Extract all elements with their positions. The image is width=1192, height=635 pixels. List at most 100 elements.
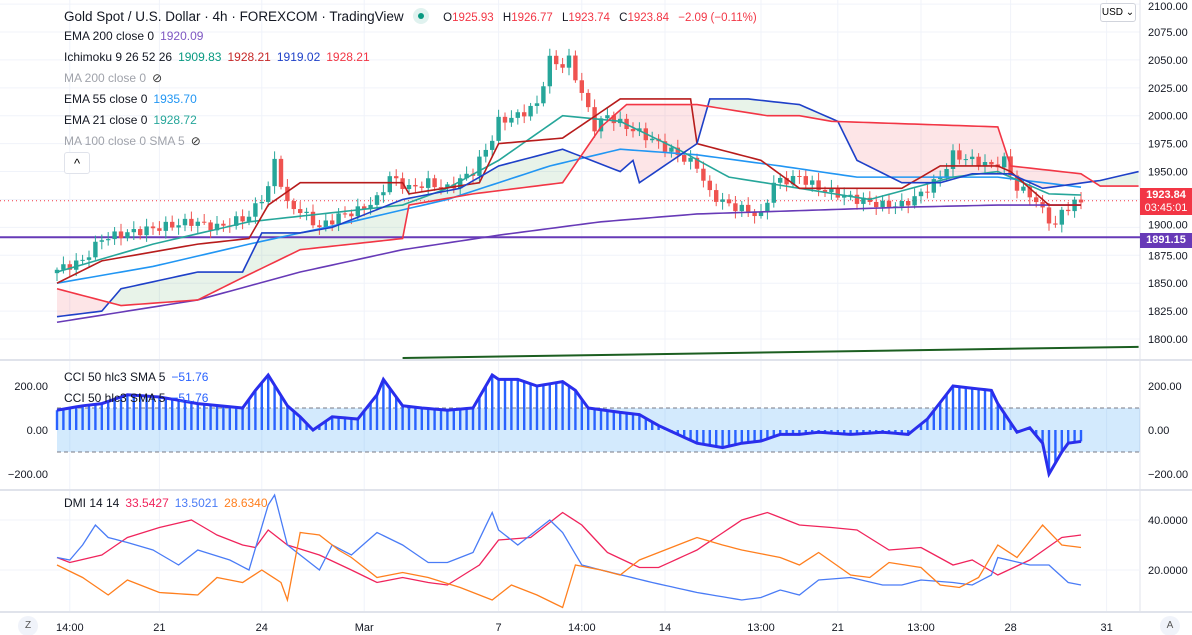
candle-body	[701, 168, 706, 181]
price-tick-label: 1825.00	[1148, 306, 1188, 318]
candle-body	[790, 175, 796, 185]
legend-ma100[interactable]: MA 100 close 0 SMA 5 ⊘	[64, 134, 201, 148]
candle-body	[854, 194, 860, 204]
ichimoku-cloud-segment	[1068, 172, 1075, 185]
candle	[579, 72, 584, 101]
candle	[906, 198, 911, 214]
legend-cci-2[interactable]: CCI 50 hlc3 SMA 5 −51.76	[64, 391, 209, 405]
candle-body	[874, 201, 879, 208]
price-tick-label: 1850.00	[1148, 278, 1188, 290]
candle-body	[925, 191, 930, 193]
ichimoku-cloud-segment	[780, 102, 787, 116]
candle-body	[566, 55, 572, 68]
candle	[541, 81, 546, 107]
currency-selector[interactable]: USD ⌄	[1100, 3, 1136, 22]
candle-body	[445, 184, 450, 188]
legend-ema200[interactable]: EMA 200 close 0 1920.09	[64, 29, 204, 43]
candle-body	[944, 168, 949, 178]
candle	[253, 197, 258, 224]
ichimoku-cloud-segment	[127, 285, 134, 306]
ichimoku-cloud-segment	[1113, 176, 1120, 187]
candle-body	[650, 138, 655, 141]
legend-dmi[interactable]: DMI 14 14 33.5427 13.5021 28.6340	[64, 496, 268, 510]
ichimoku-cloud-segment	[933, 124, 941, 183]
candle	[586, 89, 591, 112]
ichimoku-cloud-segment	[345, 219, 352, 245]
candle-body	[483, 149, 488, 157]
candle-body	[861, 197, 866, 204]
timezone-button[interactable]: Z	[18, 616, 38, 635]
eye-off-icon[interactable]: ⊘	[190, 134, 201, 148]
candle-body	[1059, 209, 1064, 225]
candle-body	[118, 231, 124, 239]
market-status-dot	[413, 8, 430, 24]
ichimoku-cloud-segment	[895, 123, 902, 183]
collapse-legend-button[interactable]: ^	[64, 152, 90, 174]
candle	[835, 185, 840, 201]
candle-body	[899, 200, 904, 207]
candle-body	[848, 194, 853, 196]
candle-body	[93, 241, 98, 258]
candle-body	[202, 221, 207, 223]
legend-ema21[interactable]: EMA 21 close 0 1928.72	[64, 113, 197, 127]
ichimoku-cloud-segment	[722, 98, 729, 110]
candle	[266, 181, 271, 207]
candle-body	[234, 216, 239, 226]
candle-body	[1046, 207, 1052, 224]
time-tick-label: 14:00	[568, 622, 596, 634]
dmi-line-2	[56, 524, 1082, 609]
candle-body	[957, 150, 962, 160]
eye-off-icon[interactable]: ⊘	[152, 71, 163, 85]
auto-scale-button[interactable]: A	[1160, 616, 1180, 635]
candle	[950, 144, 956, 177]
candle-body	[336, 213, 341, 225]
ichimoku-cloud-segment	[505, 162, 512, 190]
legend-ema55[interactable]: EMA 55 close 0 1935.70	[64, 92, 197, 106]
candle-body	[739, 204, 744, 212]
candle-body	[886, 200, 892, 208]
candle	[413, 178, 418, 194]
price-tick-label: 1875.00	[1148, 250, 1188, 262]
candle	[182, 213, 188, 232]
candle	[810, 175, 815, 192]
ichimoku-cloud-segment	[281, 232, 288, 260]
ichimoku-cloud-segment	[959, 125, 966, 178]
hline-price-label: 1891.15	[1140, 233, 1192, 248]
candle-body	[662, 141, 668, 152]
legend-ichimoku[interactable]: Ichimoku 9 26 52 26 1909.83 1928.21 1919.02…	[64, 50, 370, 64]
ichimoku-cloud-segment	[601, 121, 608, 167]
ichimoku-cloud-segment	[210, 272, 217, 294]
candle-body	[752, 211, 757, 217]
candle-body	[438, 187, 444, 189]
price-tick-label: 1800.00	[1148, 334, 1188, 346]
candle	[419, 181, 424, 192]
line-ema55	[56, 148, 1082, 284]
candle-body	[413, 184, 418, 187]
candle	[790, 170, 796, 189]
candle	[720, 192, 725, 210]
candle	[509, 110, 514, 127]
candle-body	[554, 55, 559, 65]
legend-ma200[interactable]: MA 200 close 0 ⊘	[64, 71, 163, 85]
candle	[304, 207, 309, 221]
legend-cci-1[interactable]: CCI 50 hlc3 SMA 5 −51.76	[64, 370, 209, 384]
candle-body	[970, 156, 975, 160]
ichimoku-cloud-segment	[217, 272, 224, 291]
candle	[381, 184, 386, 203]
candle-body	[349, 213, 354, 217]
time-tick-label: 31	[1100, 622, 1112, 634]
candle-body	[598, 118, 604, 132]
ichimoku-cloud-segment	[441, 190, 448, 200]
candle-body	[381, 192, 386, 196]
line-ema21	[56, 114, 1082, 273]
candle	[694, 153, 700, 174]
candle-body	[573, 55, 578, 81]
ichimoku-cloud-segment	[223, 272, 230, 288]
ichimoku-cloud-segment	[383, 204, 390, 241]
price-tick-label: 2075.00	[1148, 27, 1188, 39]
ichimoku-cloud-segment	[268, 232, 275, 266]
trend-line	[402, 345, 1139, 359]
candle	[778, 173, 783, 190]
ichimoku-cloud-segment	[927, 124, 934, 183]
